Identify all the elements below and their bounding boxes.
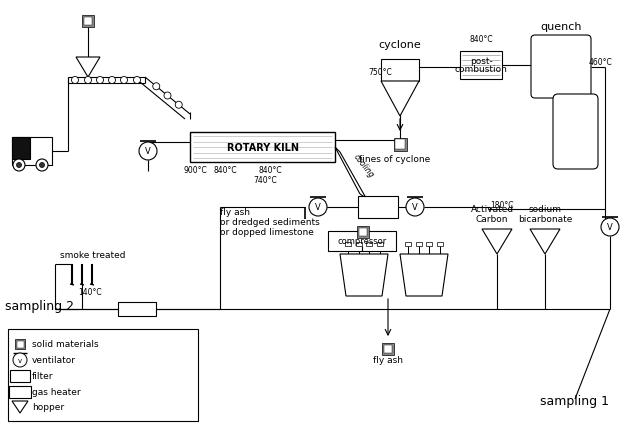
Bar — [416, 242, 421, 246]
Text: gas heater: gas heater — [32, 388, 81, 397]
Text: 900°C: 900°C — [183, 166, 207, 175]
Text: ventilator: ventilator — [32, 356, 76, 365]
Bar — [9, 386, 31, 398]
Text: filter: filter — [32, 371, 53, 380]
Circle shape — [175, 102, 182, 109]
Bar — [381, 60, 419, 82]
Bar — [396, 140, 404, 149]
Text: or dredged sediments: or dredged sediments — [220, 218, 320, 227]
Text: 840°C: 840°C — [213, 166, 237, 175]
Circle shape — [13, 353, 27, 367]
Circle shape — [84, 77, 91, 84]
Text: combustion: combustion — [455, 65, 508, 74]
Circle shape — [36, 160, 48, 172]
Bar — [328, 231, 396, 251]
Text: sampling 1: sampling 1 — [540, 394, 609, 407]
Circle shape — [153, 83, 160, 91]
Circle shape — [72, 77, 79, 84]
Bar — [426, 242, 432, 246]
Text: or dopped limestone: or dopped limestone — [220, 227, 314, 236]
Text: V: V — [145, 147, 151, 156]
Text: 460°C: 460°C — [589, 58, 613, 67]
Bar — [15, 339, 25, 349]
Bar — [382, 343, 394, 355]
Text: 140°C: 140°C — [78, 287, 102, 296]
Text: 180°C: 180°C — [490, 201, 513, 210]
Bar — [345, 242, 351, 246]
Text: compressor: compressor — [337, 237, 387, 246]
Bar — [437, 242, 443, 246]
Circle shape — [40, 163, 45, 168]
Bar — [190, 132, 335, 163]
Bar — [82, 16, 94, 28]
Bar — [16, 341, 23, 348]
Circle shape — [139, 143, 157, 161]
Text: post-: post- — [470, 57, 493, 66]
Bar — [358, 196, 398, 219]
Text: fly ash: fly ash — [373, 355, 403, 364]
Circle shape — [108, 77, 116, 84]
Circle shape — [16, 163, 21, 168]
Bar — [384, 345, 392, 354]
Polygon shape — [530, 230, 560, 254]
Bar — [10, 370, 30, 382]
Circle shape — [13, 160, 25, 172]
Text: V: V — [607, 223, 613, 232]
FancyBboxPatch shape — [531, 36, 591, 99]
Text: ROTARY KILN: ROTARY KILN — [226, 143, 299, 153]
Bar — [118, 302, 156, 316]
Polygon shape — [381, 82, 419, 117]
Text: quench: quench — [540, 22, 582, 32]
Circle shape — [96, 77, 104, 84]
Polygon shape — [340, 254, 388, 296]
Circle shape — [406, 199, 424, 216]
Text: 750°C: 750°C — [368, 68, 392, 77]
FancyBboxPatch shape — [553, 95, 598, 170]
Bar — [8, 329, 198, 421]
Bar — [12, 138, 30, 160]
Polygon shape — [12, 401, 28, 413]
Text: 840°C: 840°C — [258, 166, 282, 175]
Text: V: V — [412, 203, 418, 212]
Text: solid materials: solid materials — [32, 340, 99, 349]
Text: smoke treated: smoke treated — [60, 250, 126, 259]
Text: bicarbonate: bicarbonate — [518, 215, 572, 224]
Bar — [84, 18, 92, 26]
Text: V: V — [315, 203, 321, 212]
Bar — [12, 138, 52, 166]
Circle shape — [133, 77, 140, 84]
Polygon shape — [400, 254, 448, 296]
Bar — [460, 52, 502, 80]
Text: cyclone: cyclone — [379, 40, 421, 50]
Circle shape — [121, 77, 128, 84]
Circle shape — [164, 93, 171, 100]
Text: cooling: cooling — [352, 153, 376, 180]
Text: hopper: hopper — [32, 403, 64, 412]
Bar — [355, 242, 362, 246]
Bar — [357, 227, 369, 239]
Polygon shape — [482, 230, 512, 254]
Text: Carbon: Carbon — [476, 215, 508, 224]
Bar — [377, 242, 383, 246]
Text: v: v — [18, 357, 22, 363]
Bar — [405, 242, 411, 246]
Text: 840°C: 840°C — [469, 35, 493, 44]
Polygon shape — [76, 58, 100, 78]
Bar — [359, 228, 367, 237]
Text: Activated: Activated — [470, 204, 513, 213]
Text: sodium: sodium — [528, 204, 562, 213]
Text: fly ash: fly ash — [220, 207, 250, 216]
Text: sampling 2: sampling 2 — [5, 299, 74, 312]
Text: 740°C: 740°C — [253, 176, 277, 184]
Bar — [366, 242, 372, 246]
Text: fines of cyclone: fines of cyclone — [359, 155, 431, 164]
Circle shape — [309, 199, 327, 216]
Circle shape — [601, 219, 619, 236]
Bar — [394, 138, 406, 151]
